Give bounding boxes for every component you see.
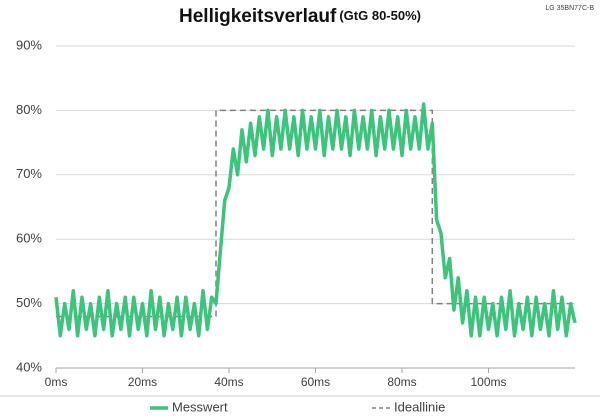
corner-label: LG 35BN77C-B	[545, 5, 594, 12]
x-tick-label: 80ms	[387, 375, 416, 389]
title-sub: (GtG 80-50%)	[339, 8, 421, 23]
title-main: Helligkeitsverlauf	[179, 6, 337, 27]
x-tick-label: 60ms	[301, 375, 330, 389]
y-tick-label: 60%	[16, 231, 42, 246]
legend-label: Ideallinie	[394, 399, 445, 414]
y-tick-label: 70%	[16, 166, 42, 181]
x-tick-label: 20ms	[128, 375, 157, 389]
y-tick-label: 40%	[16, 359, 42, 374]
legend-label: Messwert	[172, 399, 228, 414]
chart-title: Helligkeitsverlauf (GtG 80-50%)	[179, 6, 421, 27]
y-tick-label: 90%	[16, 37, 42, 52]
y-tick-label: 50%	[16, 295, 42, 310]
y-tick-label: 80%	[16, 102, 42, 117]
x-tick-label: 100ms	[470, 375, 506, 389]
series-line	[54, 102, 577, 338]
x-tick-label: 40ms	[214, 375, 243, 389]
x-tick-label: 0ms	[45, 375, 68, 389]
